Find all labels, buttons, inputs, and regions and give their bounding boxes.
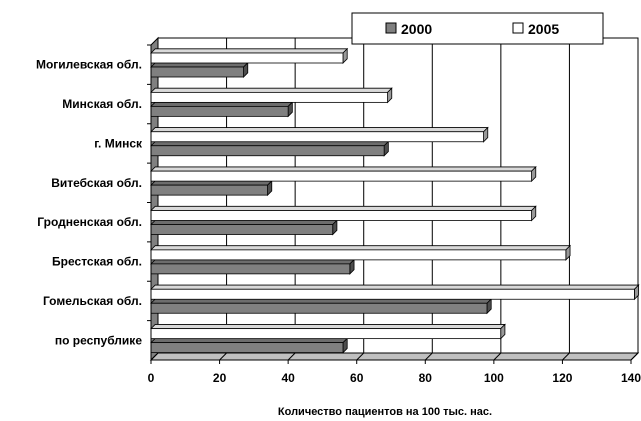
x-tick-label: 100 [484, 371, 504, 385]
bar-2005-5 [150, 244, 572, 261]
category-label: Брестская обл. [52, 255, 142, 269]
bars [150, 47, 640, 354]
bar-2000-6 [150, 298, 493, 315]
floor-gridline [219, 352, 227, 361]
x-tick-labels: 0 20 40 60 80 100 120 140 [148, 371, 641, 385]
bar-2000-5 [150, 258, 356, 275]
bar-2000-4 [150, 219, 338, 236]
bar-2005-7 [150, 323, 506, 340]
bar-2005-4 [150, 205, 537, 222]
bar-2000-1 [150, 101, 294, 118]
legend-label-2000: 2000 [401, 21, 432, 37]
bar-2005-3 [150, 165, 537, 183]
bar-2005-1 [150, 87, 393, 104]
x-tick-label: 0 [148, 371, 155, 385]
category-label: Гомельская обл. [43, 294, 142, 308]
x-tick-label: 40 [281, 371, 295, 385]
floor-gridline [424, 352, 433, 361]
floor [149, 352, 640, 361]
legend-label-2005: 2005 [528, 21, 559, 37]
bar-2000-2 [150, 140, 390, 157]
category-label: Гродненская обл. [37, 215, 142, 229]
floor-gridline [493, 352, 502, 361]
bar-2000-3 [150, 179, 273, 197]
x-tick-label: 140 [621, 371, 641, 385]
category-labels: Могилевская обл. Минская обл. г. Минск Вите… [36, 58, 143, 348]
bar-2005-2 [150, 126, 489, 143]
x-tick-label: 80 [419, 371, 433, 385]
x-tick-label: 60 [350, 371, 364, 385]
bar-2000-7 [150, 337, 349, 354]
legend: 2000 2005 [351, 12, 604, 45]
floor-gridline [150, 352, 159, 361]
bar-2005-0 [150, 47, 349, 64]
category-label: по республике [55, 333, 142, 347]
floor-gridline [630, 352, 639, 361]
floor-gridline [287, 352, 296, 361]
legend-swatch-2005 [512, 22, 524, 34]
bar-2000-0 [150, 61, 249, 78]
axes [147, 44, 632, 364]
x-tick-label: 20 [213, 371, 227, 385]
x-tick-label: 120 [552, 371, 572, 385]
legend-swatch-2000 [385, 22, 397, 34]
category-label: Витебская обл. [51, 176, 142, 190]
category-label: Могилевская обл. [36, 58, 142, 72]
floor-gridline [562, 352, 570, 361]
bar-2005-6 [150, 284, 640, 301]
category-label: г. Минск [94, 136, 143, 150]
x-axis-title: Количество пациентов на 100 тыс. нас. [278, 406, 492, 418]
category-label: Минская обл. [62, 97, 142, 111]
floor-gridline [356, 352, 365, 361]
